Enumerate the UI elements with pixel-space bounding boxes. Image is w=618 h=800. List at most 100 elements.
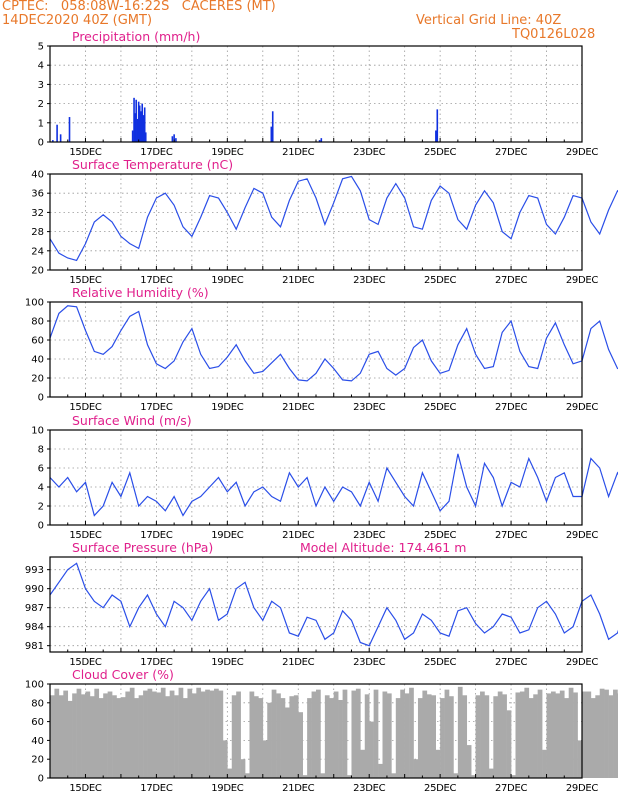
precipitation-bar: [436, 109, 439, 142]
precipitation-xtick-label: 29DEC: [566, 147, 599, 158]
humidity-title: Relative Humidity (%): [72, 285, 209, 300]
cloud-bar: [103, 693, 108, 778]
cloud-bar: [178, 687, 184, 778]
precipitation-bar: [143, 107, 146, 142]
temperature-ytick-label: 24: [31, 246, 44, 257]
cloud-xtick-label: 29DEC: [566, 783, 599, 794]
wind-ytick-label: 8: [38, 445, 44, 456]
cloud-bar: [537, 689, 543, 778]
cloud-bar: [58, 695, 64, 778]
cloud-bar: [564, 698, 569, 778]
pressure-xtick-label: 21DEC: [282, 657, 315, 668]
pressure-xtick-label: 17DEC: [140, 657, 173, 668]
cloud-bar: [546, 693, 552, 778]
pressure-xtick-label: 29DEC: [566, 657, 599, 668]
precipitation-bar: [144, 132, 147, 142]
wind-xtick-label: 19DEC: [211, 530, 244, 541]
temperature-ytick-label: 36: [31, 189, 44, 200]
cloud-bar: [502, 694, 507, 778]
humidity-ytick-label: 0: [38, 393, 44, 404]
precipitation-bar: [133, 97, 135, 142]
cloud-bar: [191, 693, 197, 778]
cloud-bar: [559, 690, 565, 778]
precipitation-ytick-label: 1: [38, 118, 44, 129]
precipitation-bar: [134, 113, 136, 142]
cloud-bar: [515, 692, 521, 778]
cloud-bar: [63, 690, 69, 778]
cloud-bar: [511, 775, 516, 778]
cloud-bar: [449, 696, 454, 778]
precipitation-bar: [141, 103, 144, 142]
precipitation-bar: [135, 99, 137, 142]
wind-title: Surface Wind (m/s): [72, 413, 192, 428]
cloud-bar: [298, 712, 303, 778]
cloud-bar: [409, 687, 414, 778]
cloud-bar: [156, 692, 162, 778]
cloud-bar: [422, 690, 428, 778]
cloud-bar: [284, 707, 290, 778]
pressure-xtick-label: 27DEC: [495, 657, 528, 668]
cloud-bar: [262, 740, 268, 778]
cloud-bar: [280, 698, 286, 778]
precipitation-ytick-label: 3: [38, 80, 44, 91]
cloud-bar: [524, 687, 530, 778]
wind-frame: [49, 429, 583, 526]
pressure-series-line: [49, 562, 618, 647]
humidity-ytick-label: 100: [25, 298, 44, 309]
precipitation-bar: [52, 140, 54, 142]
precipitation-xtick-label: 23DEC: [353, 147, 386, 158]
cloud-bar: [573, 692, 578, 778]
cloud-bar: [613, 689, 618, 778]
cloud-bar: [590, 698, 596, 778]
cloud-bar: [595, 695, 601, 778]
cloud-bar: [488, 768, 494, 778]
cloud-bar: [218, 690, 224, 778]
precipitation-ytick-label: 2: [38, 99, 44, 110]
cloud-bar: [364, 694, 370, 778]
cloud-bar: [542, 749, 547, 778]
pressure-ytick-label: 984: [25, 622, 44, 633]
cloud-bar: [267, 702, 272, 778]
cloud-bar: [391, 773, 397, 778]
wind-series-line: [49, 453, 618, 517]
cloud-bar: [378, 763, 383, 778]
temperature-frame: [49, 173, 583, 271]
cloud-bar: [289, 696, 295, 778]
cloud-bar: [125, 691, 131, 778]
cloud-bar: [386, 693, 392, 778]
cloud-bar: [151, 691, 157, 778]
precipitation-bar: [131, 130, 134, 142]
pressure-title: Surface Pressure (hPa): [72, 540, 213, 555]
precipitation-bar: [136, 118, 139, 142]
wind-xtick-label: 17DEC: [140, 530, 173, 541]
humidity-ytick-label: 20: [31, 374, 44, 385]
cloud-bar: [227, 768, 233, 778]
precipitation-xtick-label: 21DEC: [282, 147, 315, 158]
cloud-bar: [320, 773, 326, 778]
grid-line-label: Vertical Grid Line: 40Z: [416, 13, 562, 28]
cloud-bar: [174, 695, 179, 778]
humidity-xtick-label: 19DEC: [211, 402, 244, 413]
pressure-xtick-label: 19DEC: [211, 657, 244, 668]
cloud-bar: [497, 691, 503, 778]
cloud-bar: [355, 688, 361, 778]
cloud-bar: [50, 695, 55, 778]
cloud-bar: [240, 759, 246, 778]
cloud-bar: [400, 689, 405, 778]
pressure-ytick-label: 990: [25, 584, 44, 595]
wind-xtick-label: 25DEC: [424, 530, 457, 541]
cloud-bar: [440, 698, 445, 778]
precipitation-ytick-label: 4: [38, 61, 44, 72]
wind-xtick-label: 29DEC: [566, 530, 599, 541]
pressure-xtick-label: 15DEC: [69, 657, 102, 668]
precipitation-bar: [138, 105, 141, 142]
precipitation-frame: [49, 45, 583, 143]
code-label: TQ0126L028: [512, 27, 596, 42]
cloud-xtick-label: 27DEC: [495, 783, 528, 794]
precipitation-bar: [270, 126, 273, 142]
humidity-xtick-label: 29DEC: [566, 402, 599, 413]
cloud-bar: [307, 698, 312, 778]
wind-xtick-label: 15DEC: [69, 530, 102, 541]
cloud-bar: [360, 749, 366, 778]
cloud-bar: [426, 694, 432, 778]
